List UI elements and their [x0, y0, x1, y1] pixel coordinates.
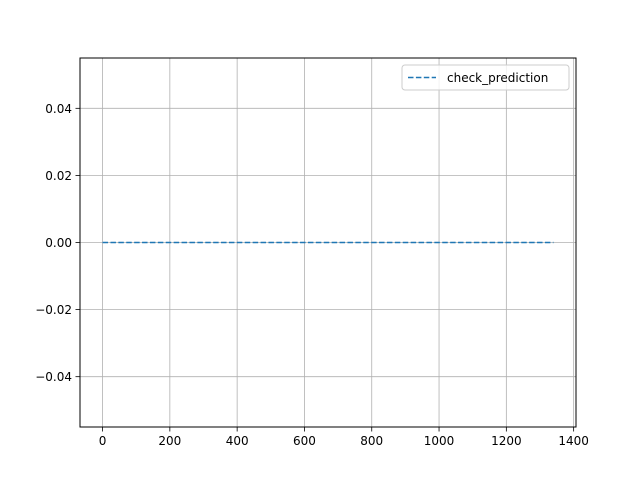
x-tick-label: 1400 [558, 434, 589, 448]
x-tick-label: 800 [360, 434, 383, 448]
legend-label: check_prediction [447, 71, 548, 85]
legend-box [401, 64, 570, 91]
x-tick-label: 400 [226, 434, 249, 448]
x-tick-label: 1000 [424, 434, 455, 448]
y-tick-label: −0.04 [35, 370, 72, 384]
x-axis: 0 200 400 600 800 1000 1200 1400 [99, 427, 589, 448]
y-tick-label: 0.02 [45, 169, 72, 183]
legend: check_prediction [401, 64, 570, 91]
x-tick-label: 200 [158, 434, 181, 448]
y-axis: −0.04 −0.02 0.00 0.02 0.04 [35, 102, 80, 384]
y-tick-label: −0.02 [35, 303, 72, 317]
y-tick-label: 0.00 [45, 236, 72, 250]
x-tick-label: 1200 [491, 434, 522, 448]
x-tick-label: 600 [293, 434, 316, 448]
x-tick-label: 0 [99, 434, 107, 448]
y-tick-label: 0.04 [45, 102, 72, 116]
